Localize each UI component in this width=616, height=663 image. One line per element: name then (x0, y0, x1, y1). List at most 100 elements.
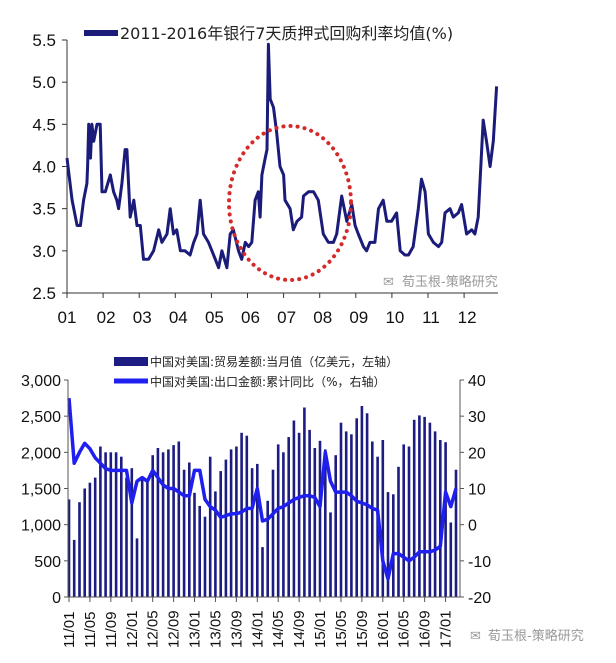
x-tick-label: 12/09 (166, 610, 183, 648)
bar (250, 468, 254, 597)
x-tick-label: 12/05 (145, 610, 162, 648)
legend-bar-swatch (114, 357, 148, 366)
bar (433, 431, 437, 597)
bar (339, 422, 343, 597)
bar (172, 445, 175, 597)
bar (381, 440, 385, 597)
bar (428, 422, 432, 597)
left-tick-label: 2,500 (21, 409, 61, 426)
y-tick-label: 3.0 (32, 242, 56, 261)
bar (297, 432, 301, 597)
x-tick-label: 12 (458, 308, 477, 327)
right-tick-label: 10 (468, 482, 486, 499)
x-tick-label: 02 (97, 308, 116, 327)
x-tick-label: 05 (205, 308, 224, 327)
bar (454, 469, 458, 597)
bar (423, 416, 426, 597)
annotation-dotted-circle (227, 124, 353, 282)
left-tick-label: 2,000 (21, 445, 61, 462)
legend-label-line: 中国对美国:出口金额:累计同比（%，右轴） (150, 374, 386, 389)
bar (114, 452, 118, 597)
x-tick-label: 16/09 (417, 610, 434, 648)
x-tick-label: 16/05 (396, 610, 413, 648)
bar (392, 494, 395, 597)
x-tick-label: 12/01 (124, 610, 141, 648)
bar (256, 463, 259, 597)
bar (198, 505, 201, 597)
bar (151, 455, 154, 597)
x-tick-label: 13/09 (228, 610, 245, 648)
bar (318, 440, 322, 597)
x-tick-label: 03 (133, 308, 152, 327)
wechat-icon: ✉ (383, 275, 394, 290)
chart-trade: 中国对美国:贸易差额:当月值（亿美元，左轴） 中国对美国:出口金额:累计同比（%… (21, 354, 584, 648)
bar (350, 434, 353, 598)
bar (161, 452, 165, 597)
bar (156, 448, 160, 597)
bar (245, 435, 249, 597)
x-tick-label: 16/01 (375, 610, 392, 648)
bar (412, 419, 416, 597)
bar (99, 446, 102, 597)
chart2-legend: 中国对美国:贸易差额:当月值（亿美元，左轴） 中国对美国:出口金额:累计同比（%… (114, 354, 398, 389)
y-tick-label: 3.5 (32, 200, 56, 219)
bar (203, 516, 207, 597)
chart1-legend: 2011-2016年银行7天质押式回购利率均值(%) (84, 24, 453, 43)
x-tick-label: 10 (385, 308, 404, 327)
watermark-text: 荀玉根-策略研究 (488, 628, 584, 644)
bar (120, 456, 123, 597)
bar (324, 449, 327, 597)
y-tick-label: 2.5 (32, 284, 56, 303)
bar (235, 446, 238, 597)
bar (219, 471, 222, 597)
bar (72, 539, 76, 597)
y-tick-label: 4.0 (32, 158, 56, 177)
bar (140, 477, 144, 597)
bar (386, 492, 390, 597)
bar (397, 466, 400, 597)
bar (83, 488, 86, 597)
x-tick-label: 11/05 (82, 612, 99, 648)
x-tick-label: 15/01 (312, 610, 329, 648)
y-tick-label: 4.5 (32, 115, 56, 134)
bar (261, 547, 264, 597)
x-tick-label: 13/05 (207, 610, 224, 648)
series-line (65, 42, 499, 270)
bar (303, 407, 306, 597)
x-tick-label: 11 (422, 308, 440, 327)
bar (88, 482, 92, 597)
bar (329, 512, 332, 597)
right-tick-label: -20 (468, 590, 491, 607)
bar (240, 432, 243, 597)
bar (355, 418, 358, 597)
x-tick-label: 17/01 (438, 610, 455, 648)
x-tick-label: 04 (169, 308, 188, 327)
left-tick-label: 500 (34, 554, 61, 571)
bar (402, 444, 405, 597)
y-tick-label: 5.0 (32, 73, 56, 92)
x-tick-label: 07 (277, 308, 296, 327)
y-tick-label: 5.5 (32, 31, 56, 50)
x-tick-label: 14/09 (291, 610, 308, 648)
left-tick-label: 1,500 (21, 482, 61, 499)
x-tick-label: 14/05 (270, 610, 287, 648)
bar (104, 452, 107, 597)
bar (177, 441, 181, 597)
bar (109, 452, 113, 597)
bar (418, 415, 421, 597)
legend-label: 2011-2016年银行7天质押式回购利率均值(%) (120, 24, 453, 43)
bar (449, 522, 453, 597)
left-tick-label: 1,000 (21, 518, 61, 535)
bar (282, 452, 285, 597)
bar (130, 468, 134, 597)
bar (214, 491, 217, 597)
bar (313, 448, 317, 597)
bar (93, 477, 97, 597)
x-tick-label: 14/01 (249, 610, 266, 648)
bar (135, 538, 139, 597)
bar (125, 477, 128, 597)
bar (193, 492, 196, 597)
bar (292, 420, 296, 597)
right-tick-label: 0 (468, 518, 477, 535)
bar (266, 500, 269, 597)
